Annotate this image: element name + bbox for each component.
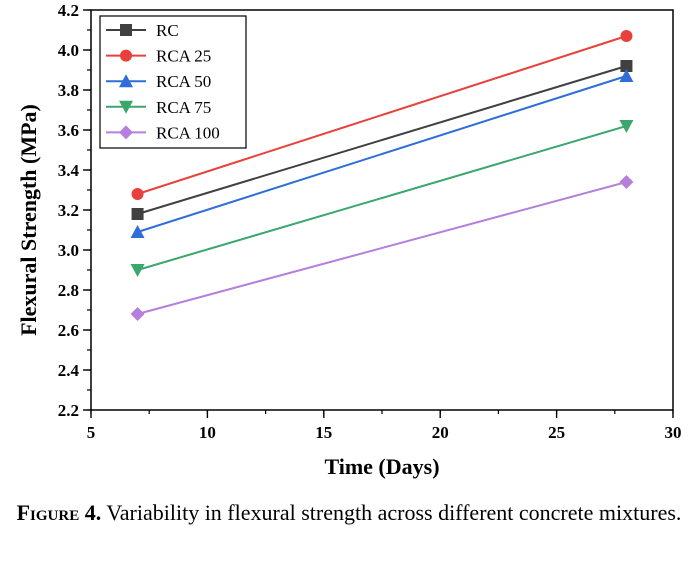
x-tick-label: 15 — [315, 423, 332, 442]
series-line-rc — [137, 65, 627, 215]
data-point-rca-100 — [619, 175, 634, 189]
legend-label-rc: RC — [156, 21, 179, 40]
series-line-rca-25 — [137, 35, 627, 195]
series-line-rca-50 — [137, 75, 627, 233]
y-tick-label: 2.6 — [58, 321, 79, 340]
data-point-rca-50 — [130, 225, 145, 238]
series-rca-50 — [130, 69, 634, 238]
legend-label-rca-100: RCA 100 — [156, 123, 220, 142]
y-tick-label: 4.2 — [58, 1, 79, 20]
series-rca-25 — [131, 30, 633, 200]
legend: RC RCA 25 RCA 50 RCA 75 RCA 100 — [99, 15, 247, 149]
data-point-rca-100 — [130, 307, 145, 321]
y-tick-label: 3.8 — [58, 81, 79, 100]
data-point-rca-75 — [130, 264, 145, 277]
y-tick-label: 2.8 — [58, 281, 79, 300]
data-point-rc — [131, 208, 144, 220]
legend-label-rca-50: RCA 50 — [156, 72, 211, 91]
x-tick-label: 30 — [665, 423, 682, 442]
x-tick-label: 10 — [199, 423, 216, 442]
data-point-rca-50 — [619, 69, 634, 82]
flexural-strength-chart: 5 10 15 20 25 30 2.2 2.4 2.6 2.8 3.0 3.2 3.4 3.6 3.8 4.… — [16, 1, 682, 479]
x-tick-label: 25 — [548, 423, 565, 442]
y-tick-label: 4.0 — [58, 41, 79, 60]
figure-caption: Figure 4. Variability in flexural streng… — [0, 496, 698, 529]
y-tick-label: 2.2 — [58, 401, 79, 420]
data-point-rca-75 — [619, 120, 634, 133]
y-tick-label: 3.0 — [58, 241, 79, 260]
legend-marker-rca-100 — [119, 125, 133, 140]
x-tick-label: 5 — [87, 423, 96, 442]
legend-marker-rca-25 — [120, 49, 132, 62]
data-point-rc — [620, 60, 633, 72]
legend-label-rca-75: RCA 75 — [156, 98, 211, 117]
y-tick-label: 2.4 — [58, 361, 80, 380]
series-rca-100 — [130, 175, 634, 321]
y-tick-label: 3.6 — [58, 121, 79, 140]
x-tick-label: 20 — [432, 423, 449, 442]
legend-marker-rca-75 — [119, 100, 133, 114]
x-axis-title: Time (Days) — [324, 454, 439, 479]
y-axis-title: Flexural Strength (MPa) — [16, 104, 41, 336]
figure-label: Figure 4. — [16, 500, 102, 525]
legend-label-rca-25: RCA 25 — [156, 47, 211, 66]
series-line-rca-75 — [137, 125, 627, 271]
series-layer — [130, 30, 634, 321]
legend-marker-rc — [120, 24, 132, 36]
series-rc — [131, 60, 633, 220]
data-point-rca-25 — [131, 188, 144, 200]
y-tick-label: 3.2 — [58, 201, 79, 220]
data-point-rca-25 — [620, 30, 633, 42]
axes: 5 10 15 20 25 30 2.2 2.4 2.6 2.8 3.0 3.2 3.4 3.6 3.8 4.… — [58, 1, 682, 442]
series-line-rca-100 — [137, 181, 627, 315]
figure-caption-text: Variability in flexural strength across … — [106, 500, 682, 525]
series-rca-75 — [130, 120, 634, 277]
y-tick-label: 3.4 — [58, 161, 80, 180]
legend-marker-rca-50 — [119, 74, 133, 88]
